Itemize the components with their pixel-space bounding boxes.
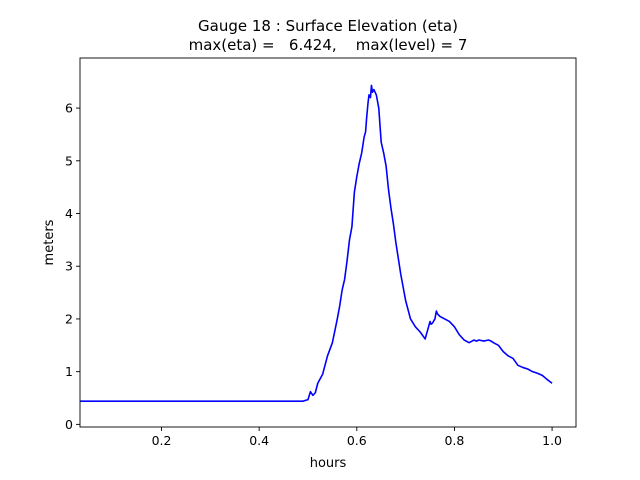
x-tick-label: 1.0 <box>542 433 562 448</box>
x-tick-label: 0.6 <box>347 433 367 448</box>
x-tick-label: 0.4 <box>249 433 269 448</box>
x-tick-label: 0.8 <box>444 433 464 448</box>
y-axis-label: meters <box>42 219 57 265</box>
y-tick-label: 0 <box>65 417 73 432</box>
y-tick-label: 5 <box>65 153 73 168</box>
series-line <box>80 84 553 402</box>
x-axis-label: hours <box>310 456 347 471</box>
x-tick-label: 0.2 <box>152 433 172 448</box>
y-tick-label: 2 <box>65 311 73 326</box>
chart-title: Gauge 18 : Surface Elevation (eta) <box>198 17 458 35</box>
y-tick-label: 1 <box>65 364 73 379</box>
axes-frame <box>79 57 577 428</box>
chart-subtitle: max(eta) = 6.424, max(level) = 7 <box>189 36 468 54</box>
x-axis-ticks: 0.2 0.4 0.6 0.8 1.0 <box>152 427 562 448</box>
y-axis-ticks: 0 1 2 3 4 5 6 <box>65 101 80 432</box>
y-tick-label: 6 <box>65 101 73 116</box>
y-tick-label: 3 <box>65 259 73 274</box>
plot-area <box>80 84 553 402</box>
y-tick-label: 4 <box>65 206 73 221</box>
